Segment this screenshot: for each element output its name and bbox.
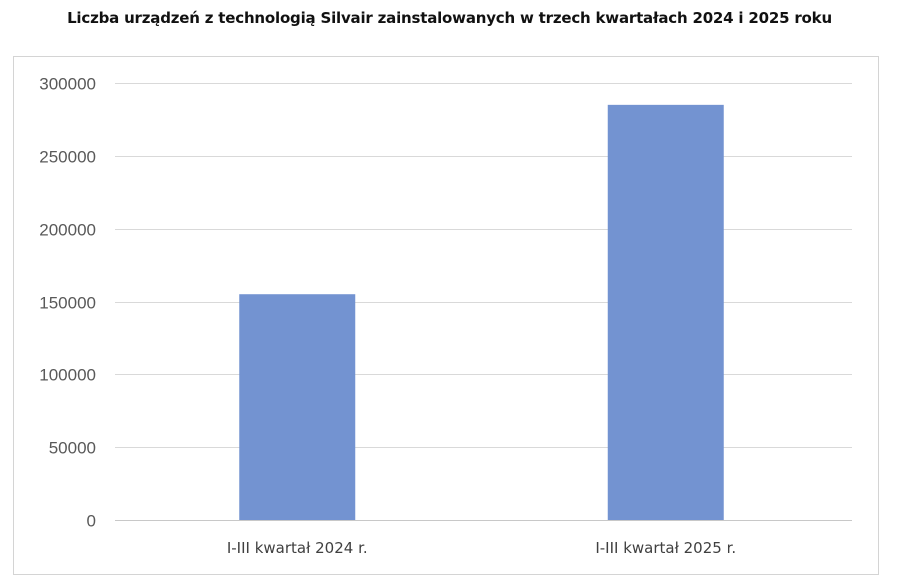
gridlines xyxy=(115,83,852,521)
y-tick-label: 50000 xyxy=(49,439,96,458)
x-category-label: I-III kwartał 2025 r. xyxy=(595,539,736,557)
y-tick-label: 250000 xyxy=(39,148,96,167)
bar xyxy=(607,104,724,520)
bar xyxy=(239,294,356,520)
chart-frame xyxy=(13,56,879,575)
chart-title: Liczba urządzeń z technologią Silvair za… xyxy=(67,9,832,27)
x-category-label: I-III kwartał 2024 r. xyxy=(227,539,368,557)
y-axis-ticks: 0 50000 100000 150000 200000 250000 300000 xyxy=(39,75,96,531)
x-axis-labels: I-III kwartał 2024 r. I-III kwartał 2025 … xyxy=(227,539,736,557)
bars xyxy=(239,104,724,520)
y-tick-label: 0 xyxy=(87,512,96,531)
y-tick-label: 150000 xyxy=(39,294,96,313)
y-tick-label: 100000 xyxy=(39,366,96,385)
y-tick-label: 200000 xyxy=(39,221,96,240)
y-tick-label: 300000 xyxy=(39,75,96,94)
